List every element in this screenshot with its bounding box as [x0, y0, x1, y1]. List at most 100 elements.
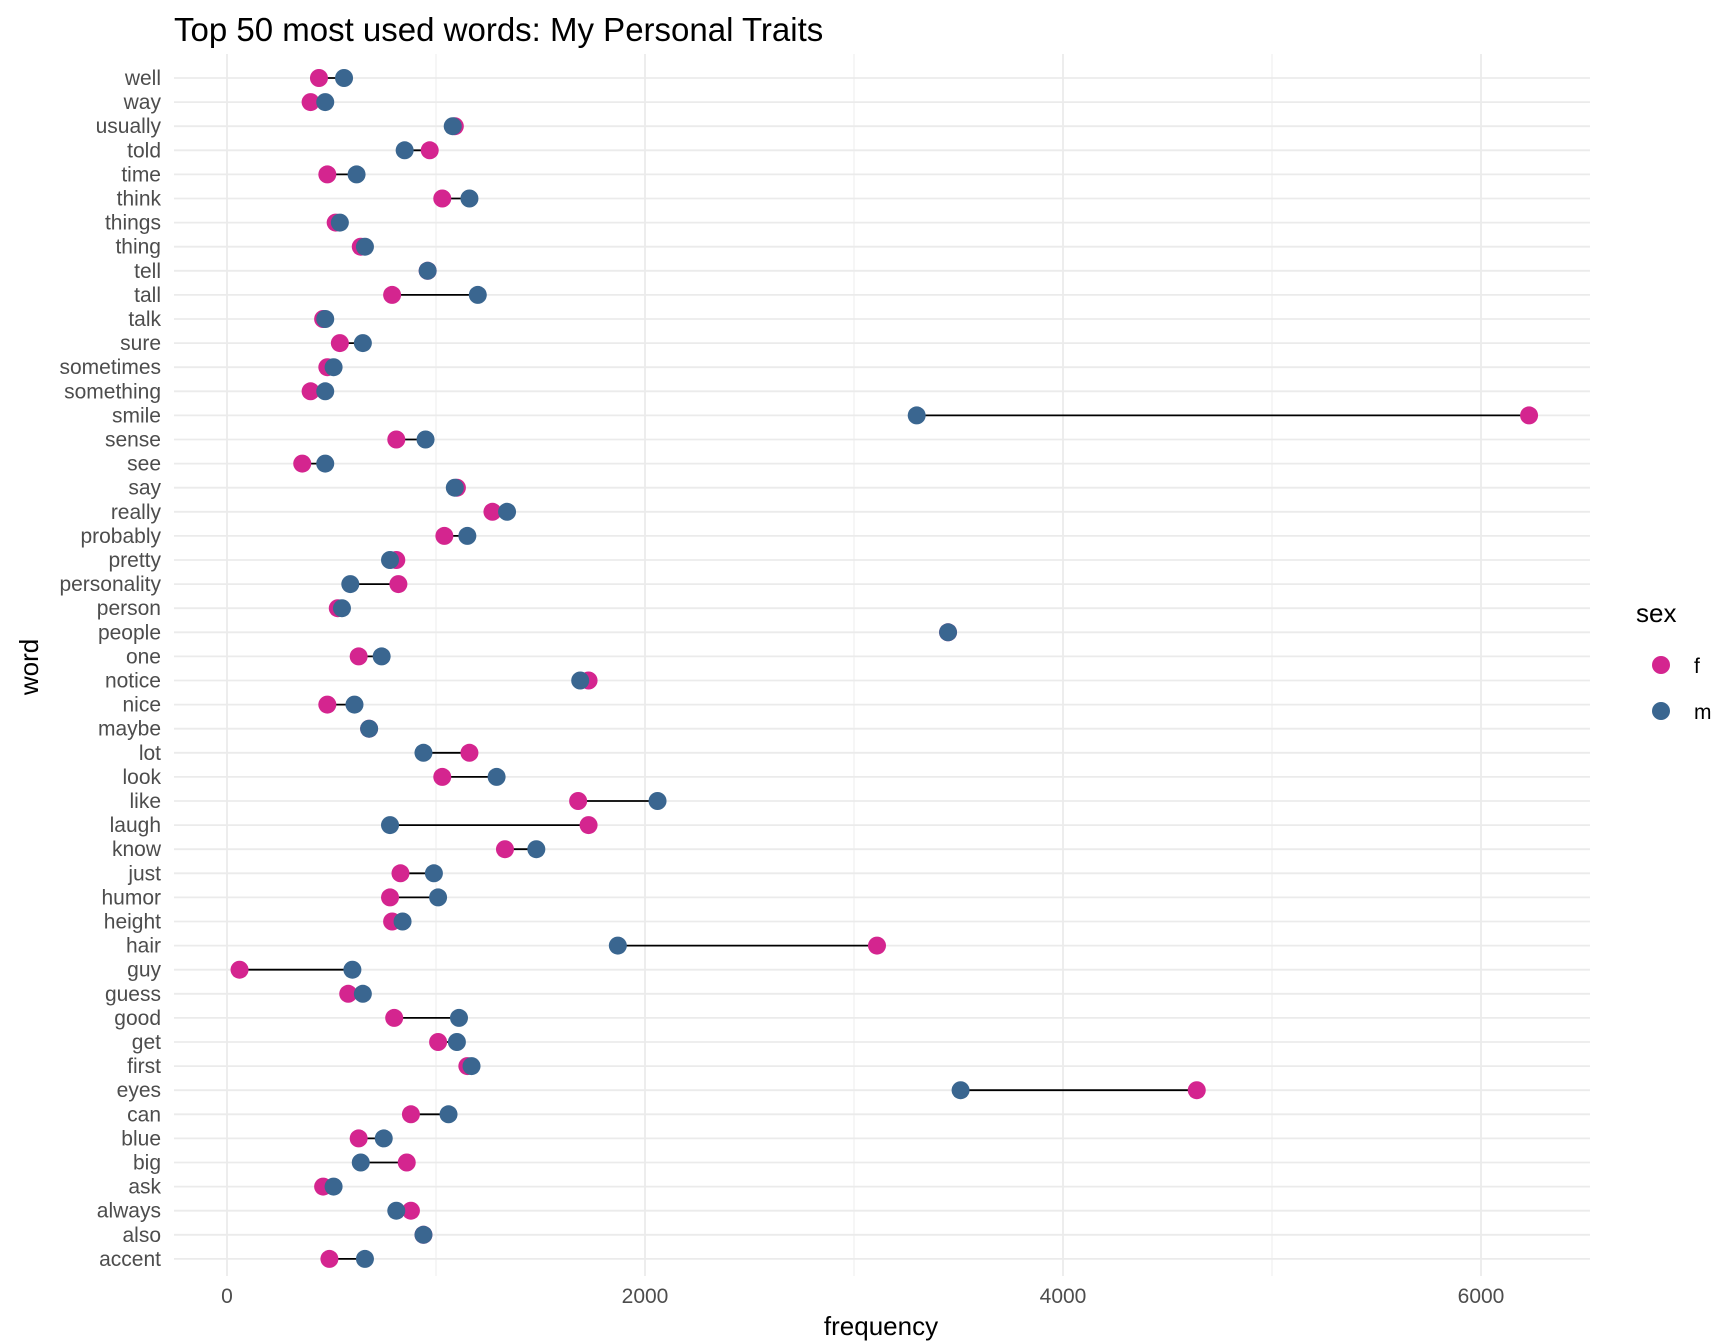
y-tick-label: person [97, 597, 161, 620]
y-tick-label: nice [122, 694, 161, 717]
point-f-guess [339, 984, 358, 1003]
point-m-height [393, 912, 412, 931]
x-tick-label: 2000 [622, 1285, 669, 1308]
y-tick-label: notice [105, 670, 161, 693]
x-tick-labels: 0 2000 4000 6000 [221, 1285, 1504, 1308]
point-m-personality [341, 575, 360, 594]
point-m-things [330, 213, 349, 232]
dumbbell-segments [239, 77, 1530, 1260]
y-tick-label: people [98, 621, 161, 644]
point-m-person [332, 599, 351, 618]
point-m-one [372, 647, 391, 666]
point-m-nice [345, 695, 364, 714]
y-tick-label: guess [105, 983, 161, 1006]
point-m-just [424, 864, 443, 883]
legend-key-f [1652, 656, 1670, 674]
legend-label-f: f [1694, 655, 1700, 678]
x-axis-title: frequency [824, 1311, 938, 1341]
y-tick-label: also [122, 1224, 161, 1247]
y-tick-label: told [127, 139, 161, 162]
point-m-really [498, 502, 517, 521]
point-m-laugh [381, 816, 400, 835]
point-m-good [449, 1008, 468, 1027]
y-tick-label: thing [115, 236, 161, 259]
point-m-usually [443, 117, 462, 136]
point-f-smile [1520, 406, 1539, 425]
point-m-like [648, 792, 667, 810]
point-m-time [347, 165, 366, 184]
y-tick-label: hair [126, 935, 161, 958]
y-tick-label: maybe [98, 718, 161, 741]
legend-label-m: m [1694, 701, 1712, 724]
series-m-points [316, 69, 970, 1268]
point-m-smile [907, 406, 926, 425]
point-m-notice [571, 671, 590, 690]
y-tick-label: sure [120, 332, 161, 355]
point-f-big [397, 1153, 416, 1172]
point-m-see [316, 454, 335, 473]
point-f-like [569, 792, 588, 810]
x-tick-label: 0 [221, 1285, 233, 1308]
y-tick-label: big [133, 1152, 161, 1175]
point-f-see [293, 454, 312, 473]
y-tick-label: tell [134, 260, 161, 283]
y-tick-label: usually [96, 115, 162, 138]
point-m-get [447, 1033, 466, 1051]
point-m-told [395, 141, 414, 160]
y-tick-label: tall [134, 284, 161, 307]
point-f-probably [435, 526, 454, 545]
point-f-time [318, 165, 337, 184]
y-tick-label: blue [121, 1127, 161, 1150]
y-tick-label: guy [127, 959, 161, 982]
y-tick-label: look [122, 766, 161, 789]
point-f-guy [230, 960, 249, 979]
point-m-way [316, 93, 335, 112]
point-f-always [401, 1201, 420, 1220]
series-f-points [230, 69, 1539, 1268]
point-f-look [433, 767, 452, 786]
point-m-big [351, 1153, 370, 1172]
point-f-told [420, 141, 439, 160]
point-m-look [487, 767, 506, 786]
y-tick-label: know [112, 838, 162, 861]
point-f-hair [867, 936, 886, 955]
point-f-just [391, 864, 410, 883]
point-f-blue [349, 1129, 368, 1148]
y-tick-label: things [105, 212, 161, 235]
y-tick-label: just [127, 862, 161, 885]
point-m-tell [418, 261, 437, 280]
y-tick-label: say [128, 477, 161, 500]
point-m-tall [468, 285, 487, 304]
y-tick-labels: wellwayusuallytoldtimethinkthingsthingte… [59, 67, 161, 1271]
y-tick-label: something [64, 380, 161, 403]
point-m-say [445, 478, 464, 497]
y-axis-title: word [14, 639, 44, 696]
y-tick-label: way [123, 91, 162, 114]
y-tick-label: really [111, 501, 162, 524]
point-f-really [483, 502, 502, 521]
gridlines [174, 54, 1590, 1276]
y-tick-label: time [121, 163, 161, 186]
point-f-humor [381, 888, 400, 907]
y-tick-label: humor [101, 886, 161, 909]
point-m-always [387, 1201, 406, 1220]
point-f-can [401, 1105, 420, 1124]
point-f-accent [320, 1249, 339, 1268]
point-f-good [385, 1008, 404, 1027]
point-f-personality [389, 575, 408, 594]
chart-title: Top 50 most used words: My Personal Trai… [174, 11, 823, 48]
y-tick-label: height [104, 911, 161, 934]
point-m-well [335, 69, 354, 87]
y-tick-label: always [97, 1200, 161, 1223]
point-f-something [301, 382, 320, 401]
y-tick-label: personality [59, 573, 161, 596]
x-tick-label: 4000 [1040, 1285, 1087, 1308]
point-m-first [462, 1057, 481, 1076]
point-f-one [349, 647, 368, 666]
y-tick-label: one [126, 645, 161, 668]
point-m-also [414, 1225, 433, 1244]
point-m-sure [353, 334, 372, 353]
point-f-way [301, 93, 320, 112]
point-f-tall [383, 285, 402, 304]
